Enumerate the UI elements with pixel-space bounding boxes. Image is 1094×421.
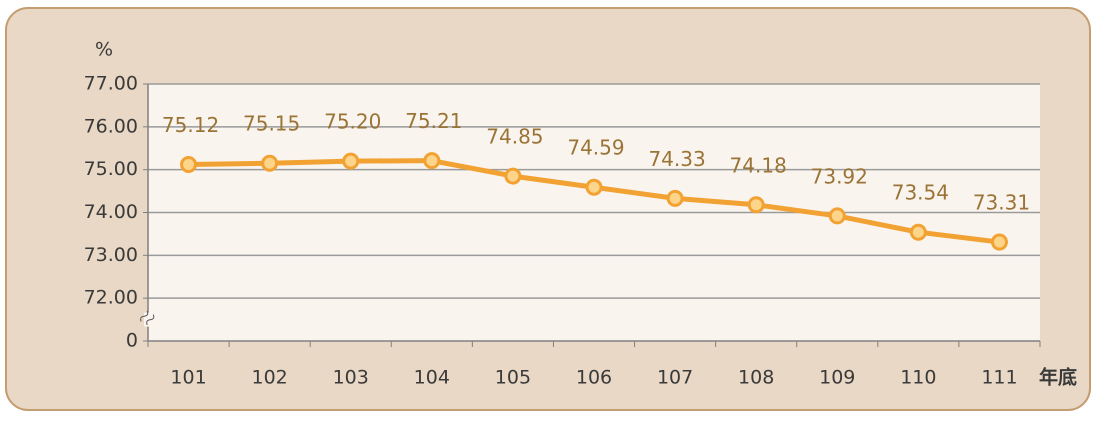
y-tick-label: 76.00 — [84, 115, 138, 137]
x-tick-label: 109 — [819, 367, 855, 389]
data-point — [423, 152, 441, 170]
y-tick-label: 77.00 — [84, 73, 138, 95]
axis-break-gap — [144, 312, 152, 327]
data-label: 73.54 — [892, 181, 949, 205]
x-tick-label: 111 — [981, 367, 1017, 389]
data-label: 73.92 — [811, 164, 868, 188]
y-tick-label: 0 — [126, 330, 138, 352]
data-point — [909, 223, 927, 241]
data-label: 74.59 — [567, 136, 624, 160]
y-tick-label: 74.00 — [84, 201, 138, 223]
data-point — [180, 156, 198, 174]
x-tick-label: 103 — [333, 367, 369, 389]
data-label: 74.18 — [730, 153, 787, 177]
x-tick-label: 105 — [495, 367, 531, 389]
data-label: 75.12 — [162, 113, 219, 137]
x-tick-label: 108 — [738, 367, 774, 389]
data-label: 73.31 — [973, 191, 1030, 215]
data-point — [342, 152, 360, 170]
data-label: 74.33 — [648, 147, 705, 171]
y-tick-label: 73.00 — [84, 244, 138, 266]
data-point — [747, 196, 765, 214]
x-tick-label: 104 — [414, 367, 450, 389]
data-point — [990, 233, 1008, 251]
data-point — [261, 154, 279, 172]
x-tick-label: 107 — [657, 367, 693, 389]
data-label: 75.21 — [405, 109, 462, 133]
x-tick-label: 106 — [576, 367, 612, 389]
data-label: 75.15 — [243, 112, 300, 136]
axis-break — [140, 310, 155, 326]
data-label: 75.20 — [324, 110, 381, 134]
y-tick-label: 72.00 — [84, 287, 138, 309]
x-axis-label: 年底 — [1039, 366, 1077, 389]
marks: 75.12 75.15 75.20 75.21 74.85 74.59 74.33 74.18… — [162, 109, 1030, 251]
grid — [140, 83, 1041, 347]
y-axis-label: % — [95, 39, 113, 61]
data-label: 74.85 — [486, 125, 543, 149]
x-tick-label: 102 — [252, 367, 288, 389]
data-point — [504, 167, 522, 185]
data-point — [666, 189, 684, 207]
data-point — [828, 207, 846, 225]
x-tick-label: 110 — [900, 367, 936, 389]
y-tick-label: 75.00 — [84, 158, 138, 180]
x-tick-label: 101 — [170, 367, 206, 389]
data-point — [585, 178, 603, 196]
